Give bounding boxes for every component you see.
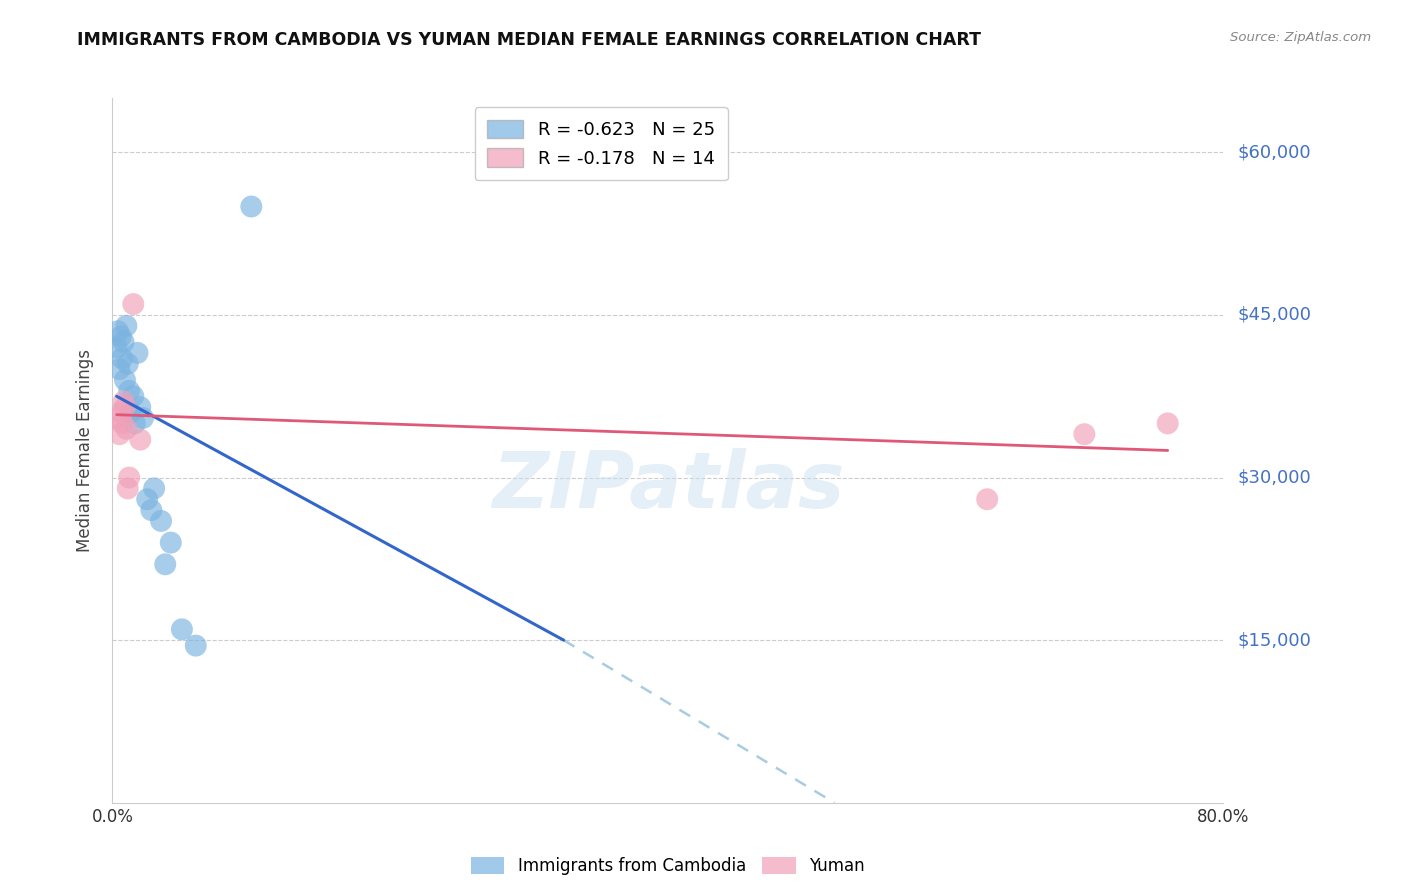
Point [108, 427, 131, 442]
Point [110, 405, 132, 419]
Point [240, 200, 263, 214]
Y-axis label: Median Female Earnings: Median Female Earnings [76, 349, 94, 552]
Point [184, 639, 207, 653]
Point [110, 329, 132, 343]
Point [112, 394, 135, 409]
Point [159, 535, 181, 549]
Point [117, 357, 139, 371]
Point [118, 470, 141, 484]
Text: IMMIGRANTS FROM CAMBODIA VS YUMAN MEDIAN FEMALE EARNINGS CORRELATION CHART: IMMIGRANTS FROM CAMBODIA VS YUMAN MEDIAN… [77, 31, 981, 49]
Point [114, 373, 136, 387]
Point [136, 492, 159, 507]
Point [170, 623, 193, 637]
Point [118, 384, 141, 398]
Point [124, 417, 146, 431]
Point [976, 492, 998, 507]
Point [115, 318, 138, 333]
Text: Source: ZipAtlas.com: Source: ZipAtlas.com [1230, 31, 1371, 45]
Point [122, 389, 145, 403]
Point [129, 433, 152, 447]
Point [105, 411, 128, 425]
Text: $60,000: $60,000 [1237, 144, 1310, 161]
Point [141, 503, 163, 517]
Text: $15,000: $15,000 [1237, 632, 1310, 649]
Point [114, 400, 136, 414]
Point [108, 362, 131, 376]
Point [1156, 417, 1178, 431]
Point [132, 411, 155, 425]
Point [112, 334, 135, 349]
Legend: Immigrants from Cambodia, Yuman: Immigrants from Cambodia, Yuman [464, 850, 872, 881]
Text: $30,000: $30,000 [1237, 468, 1310, 486]
Point [155, 558, 177, 572]
Text: ZIPatlas: ZIPatlas [492, 448, 844, 524]
Point [107, 324, 129, 338]
Text: $45,000: $45,000 [1237, 306, 1312, 324]
Point [143, 482, 166, 496]
Point [127, 346, 149, 360]
Point [111, 417, 134, 431]
Point [122, 297, 145, 311]
Point [111, 351, 134, 366]
Point [105, 341, 128, 355]
Point [117, 482, 139, 496]
Point [129, 400, 152, 414]
Point [115, 422, 138, 436]
Point [1073, 427, 1095, 442]
Point [120, 405, 142, 419]
Point [150, 514, 173, 528]
